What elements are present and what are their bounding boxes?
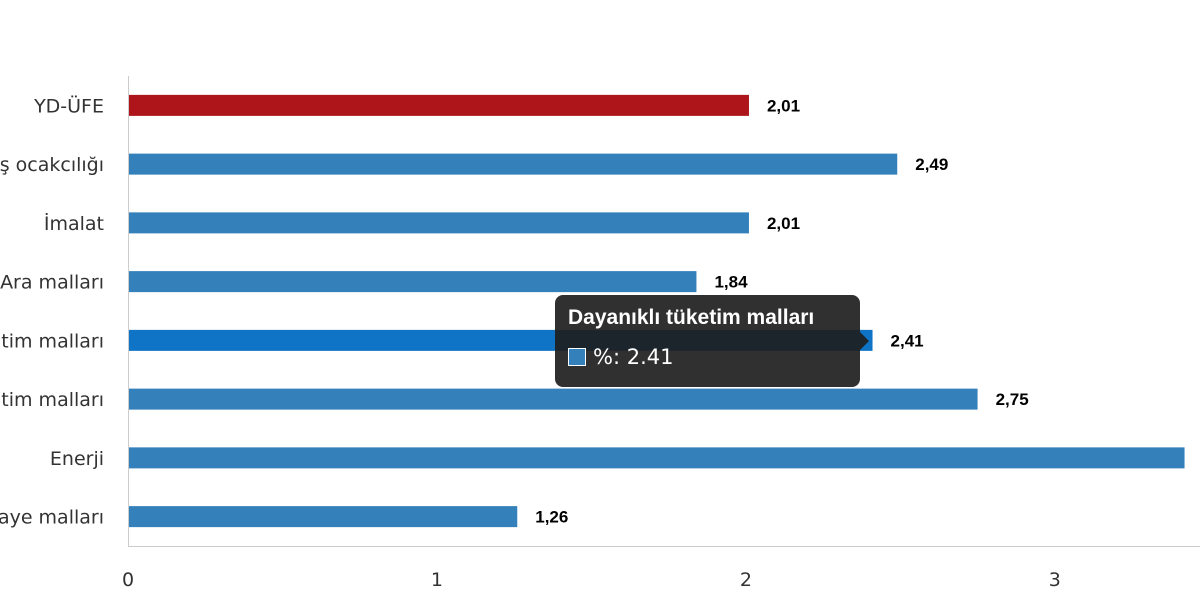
- bar-3[interactable]: [129, 271, 697, 293]
- x-tick-label-2: 2: [740, 569, 752, 591]
- bar-6[interactable]: [129, 447, 1185, 469]
- value-label-7: 1,26: [535, 508, 568, 527]
- x-tick-label-3: 3: [1049, 569, 1061, 591]
- value-label-5: 2,75: [996, 390, 1029, 409]
- category-label-4: tim malları: [1, 330, 104, 352]
- value-label-0: 2,01: [767, 96, 800, 115]
- value-label-2: 2,01: [767, 214, 800, 233]
- value-label-3: 1,84: [714, 273, 748, 292]
- tooltip-title: Dayanıklı tüketim malları: [568, 306, 815, 329]
- category-label-3: Ara malları: [0, 272, 104, 294]
- value-label-4: 2,41: [891, 331, 924, 350]
- bar-0[interactable]: [129, 94, 749, 116]
- category-label-7: aye malları: [0, 507, 104, 529]
- x-tick-label-0: 0: [122, 569, 134, 591]
- tooltip-value: %: 2.41: [593, 345, 674, 369]
- value-label-1: 2,49: [915, 155, 948, 174]
- category-label-6: Enerji: [50, 448, 104, 470]
- bar-1[interactable]: [129, 153, 898, 175]
- bar-5[interactable]: [129, 388, 978, 410]
- tooltip: Dayanıklı tüketim malları %: 2.41: [555, 295, 869, 387]
- category-label-1: ş ocakcılığı: [0, 154, 104, 176]
- category-label-5: tim malları: [1, 389, 104, 411]
- x-tick-label-1: 1: [431, 569, 443, 591]
- bar-2[interactable]: [129, 212, 749, 234]
- category-label-0: YD-ÜFE: [33, 94, 104, 117]
- tooltip-swatch: [568, 348, 586, 366]
- bar-7[interactable]: [129, 506, 518, 528]
- category-label-2: İmalat: [44, 212, 104, 235]
